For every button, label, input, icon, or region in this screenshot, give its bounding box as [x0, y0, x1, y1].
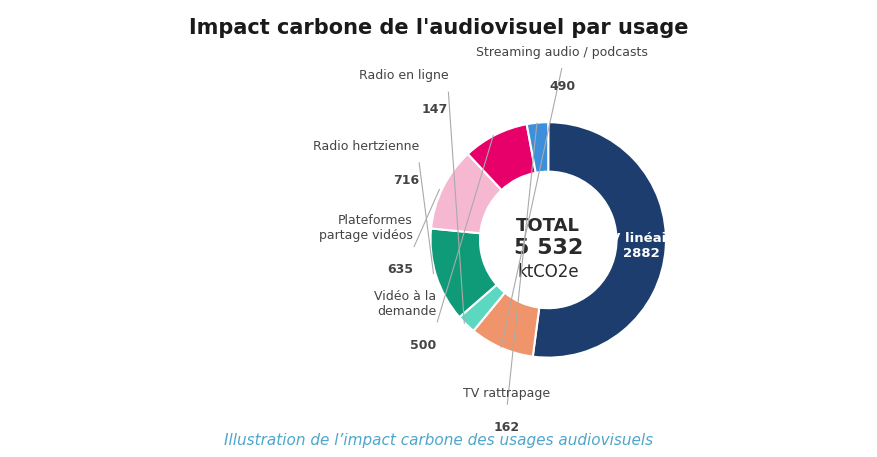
Text: Illustration de l’impact carbone des usages audiovisuels: Illustration de l’impact carbone des usa… [224, 433, 653, 448]
Text: 490: 490 [549, 80, 575, 93]
Text: TOTAL: TOTAL [517, 217, 581, 235]
Text: Streaming audio / podcasts: Streaming audio / podcasts [476, 46, 648, 58]
Wedge shape [533, 122, 666, 358]
Wedge shape [460, 285, 505, 331]
Text: ktCO2e: ktCO2e [517, 263, 579, 281]
Wedge shape [431, 154, 502, 233]
Text: TV linéaire
2882: TV linéaire 2882 [601, 232, 681, 260]
Text: Impact carbone de l'audiovisuel par usage: Impact carbone de l'audiovisuel par usag… [189, 18, 688, 38]
Text: Radio hertzienne: Radio hertzienne [312, 140, 418, 153]
Wedge shape [431, 228, 496, 317]
Text: 147: 147 [422, 103, 448, 117]
Text: Radio en ligne: Radio en ligne [359, 69, 448, 82]
Text: 635: 635 [387, 264, 413, 276]
Text: 500: 500 [410, 339, 437, 352]
Wedge shape [474, 292, 539, 356]
Wedge shape [467, 124, 536, 190]
Text: 5 532: 5 532 [514, 238, 583, 258]
Text: Plateformes
partage vidéos: Plateformes partage vidéos [319, 214, 413, 242]
Text: Vidéo à la
demande: Vidéo à la demande [374, 290, 437, 318]
Text: TV rattrapage: TV rattrapage [463, 387, 551, 400]
Wedge shape [527, 122, 548, 173]
Text: 716: 716 [393, 174, 418, 187]
Text: 162: 162 [494, 421, 520, 434]
